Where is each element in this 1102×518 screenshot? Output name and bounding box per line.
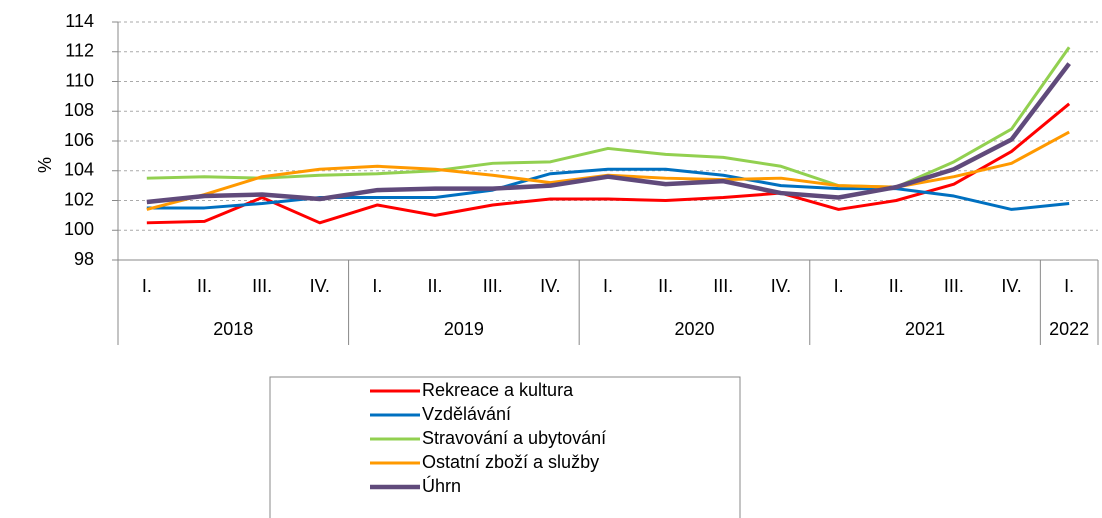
legend-label: Rekreace a kultura [422,380,574,400]
year-label: 2021 [905,319,945,339]
series-line [146,46,1071,189]
y-tick-label: 112 [65,41,94,61]
y-tick-label: 108 [64,100,94,120]
x-tick-label: I. [372,276,382,296]
year-label: 2019 [444,319,484,339]
legend-label: Vzdělávání [422,404,511,424]
x-tick-label: III. [713,276,733,296]
y-tick-label: 110 [65,70,94,90]
x-tick-label: I. [142,276,152,296]
y-tick-label: 114 [65,11,94,31]
x-tick-label: I. [1064,276,1074,296]
x-tick-label: IV. [1001,276,1021,296]
x-tick-label: IV. [540,276,560,296]
series-line [146,62,1071,205]
x-tick-label: II. [197,276,212,296]
y-tick-label: 102 [64,189,94,209]
x-tick-label: II. [889,276,904,296]
x-tick-label: IV. [310,276,330,296]
x-tick-label: III. [944,276,964,296]
legend-box [269,376,741,518]
legend-label: Ostatní zboží a služby [422,452,599,472]
x-tick-label: II. [658,276,673,296]
x-tick-label: IV. [771,276,791,296]
series-line [146,102,1071,225]
legend-label: Úhrn [422,475,461,496]
year-label: 2020 [674,319,714,339]
y-tick-label: 100 [64,219,94,239]
y-tick-label: 106 [64,130,94,150]
legend-label: Stravování a ubytování [422,428,606,448]
x-tick-label: I. [834,276,844,296]
year-label: 2022 [1049,319,1089,339]
y-axis-label: % [35,157,55,173]
x-tick-label: I. [603,276,613,296]
x-tick-label: III. [252,276,272,296]
x-tick-label: III. [483,276,503,296]
year-label: 2018 [213,319,253,339]
y-tick-label: 104 [64,160,94,180]
x-tick-label: II. [428,276,443,296]
y-tick-label: 98 [74,249,94,269]
